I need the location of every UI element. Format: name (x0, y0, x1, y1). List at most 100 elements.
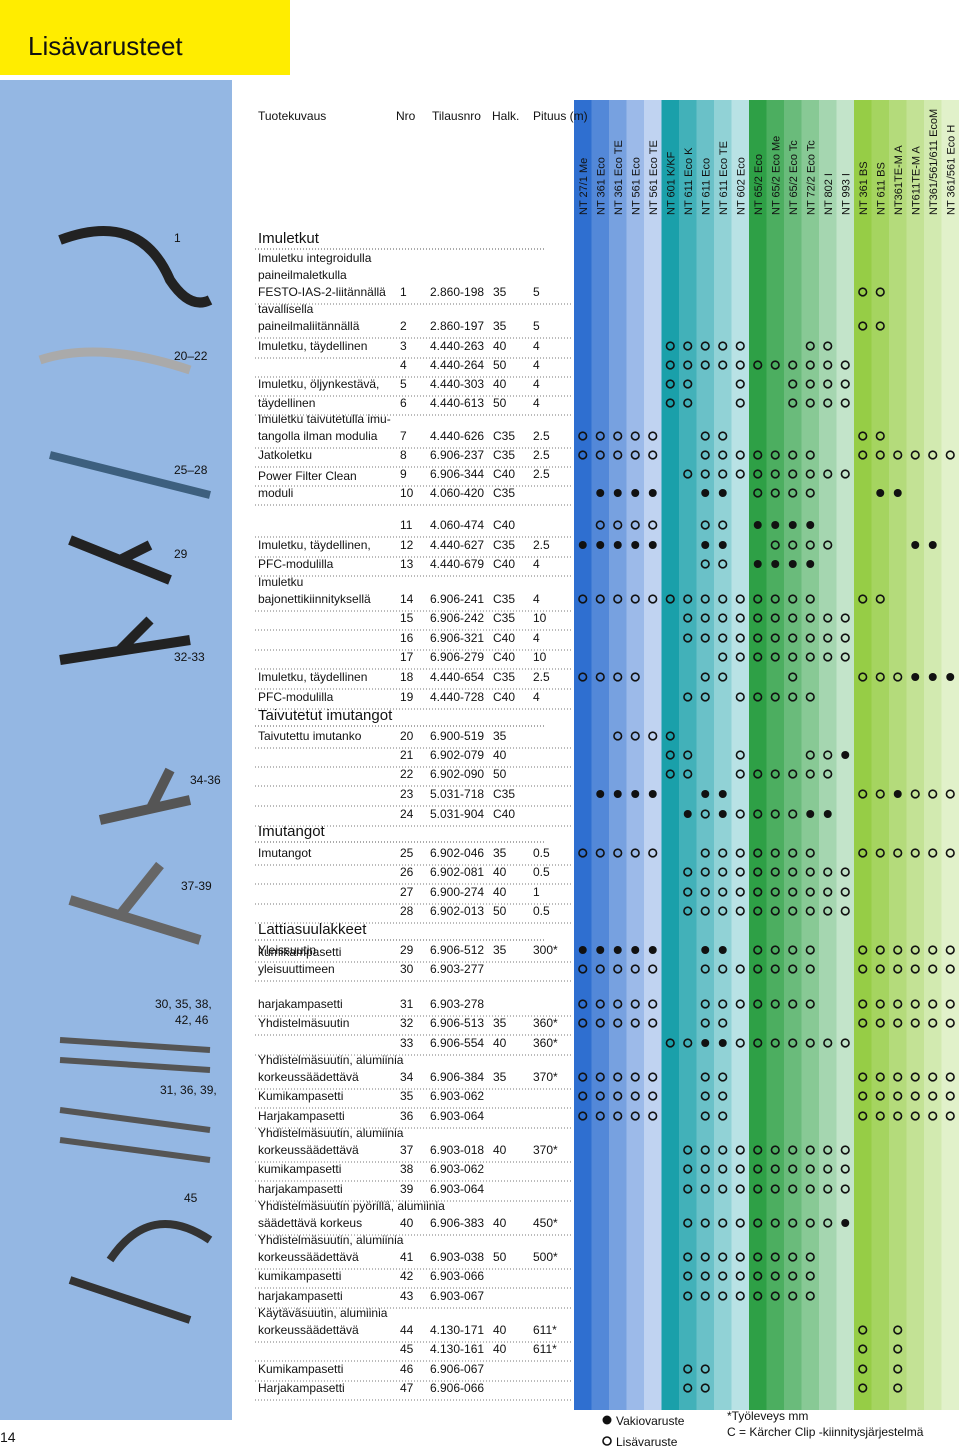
accessory-marker (578, 431, 588, 441)
legend-accessory: Lisävaruste (616, 1435, 678, 1449)
accessory-marker (648, 1072, 658, 1082)
standard-marker (596, 790, 605, 798)
accessory-marker (823, 769, 833, 779)
order-number: 6.902-013 (430, 904, 484, 918)
accessory-marker (788, 488, 798, 498)
diameter: 50 (493, 396, 507, 410)
diameter: 35 (493, 1070, 507, 1084)
accessory-marker (700, 469, 710, 479)
nro: 11 (400, 518, 413, 532)
accessory-marker (648, 964, 658, 974)
length: 370* (533, 1143, 558, 1157)
standard-marker (718, 946, 727, 954)
nro: 30 (400, 962, 414, 976)
diameter: 40 (493, 1323, 507, 1337)
accessory-marker (753, 469, 763, 479)
accessory-marker (770, 360, 780, 370)
model-header: NT 561 Eco (630, 157, 642, 215)
accessory-marker (735, 1252, 745, 1262)
accessory-marker (718, 1091, 728, 1101)
length: 10 (533, 650, 547, 664)
accessory-marker (788, 1145, 798, 1155)
accessory-marker (683, 1364, 693, 1374)
image-label: 42, 46 (175, 1013, 209, 1027)
accessory-marker (945, 848, 955, 858)
model-column (591, 100, 609, 1410)
accessory-marker (875, 450, 885, 460)
standard-marker (841, 751, 850, 759)
accessory-marker (770, 1218, 780, 1228)
description: Kumikampasetti (258, 1362, 343, 1376)
standard-marker (596, 541, 605, 549)
length: 500* (533, 1250, 558, 1264)
accessory-marker (770, 867, 780, 877)
accessory-marker (823, 1164, 833, 1174)
diameter: 40 (493, 1342, 507, 1356)
accessory-marker (718, 887, 728, 897)
accessory-marker (718, 341, 728, 351)
accessory-marker (875, 287, 885, 297)
accessory-marker (753, 809, 763, 819)
standard-marker (928, 541, 937, 549)
standard-marker (911, 673, 920, 681)
standard-marker (613, 790, 622, 798)
standard-marker (648, 489, 657, 497)
accessory-marker (928, 945, 938, 955)
model-column (854, 100, 872, 1410)
accessory-marker (823, 1218, 833, 1228)
accessory-marker (753, 1252, 763, 1262)
accessory-marker (805, 692, 815, 702)
accessory-marker (630, 672, 640, 682)
description: kumikampasetti (258, 1269, 341, 1283)
accessory-marker (735, 692, 745, 702)
nro: 31 (400, 997, 414, 1011)
accessory-marker (578, 1111, 588, 1121)
accessory-marker (770, 1145, 780, 1155)
order-number: 6.902-079 (430, 748, 484, 762)
description: Imuletku, öljynkestävä, (258, 377, 379, 391)
description: harjakampasetti (258, 997, 343, 1011)
accessory-marker (788, 1218, 798, 1228)
nro: 44 (400, 1323, 414, 1337)
accessory-marker (613, 520, 623, 530)
accessory-marker (700, 1364, 710, 1374)
accessory-marker (700, 450, 710, 460)
accessory-marker (700, 809, 710, 819)
accessory-marker (595, 431, 605, 441)
nro: 14 (400, 592, 414, 606)
accessory-marker (805, 450, 815, 460)
accessory-marker (718, 1184, 728, 1194)
diameter: 40 (493, 377, 507, 391)
accessory-marker (945, 964, 955, 974)
accessory-marker (648, 594, 658, 604)
accessory-marker (630, 431, 640, 441)
diameter: C35 (493, 486, 515, 500)
accessory-marker (578, 999, 588, 1009)
accessory-marker (700, 1018, 710, 1028)
order-number: 5.031-718 (430, 787, 484, 801)
accessory-marker (613, 672, 623, 682)
accessory-marker (683, 1184, 693, 1194)
description: Imuletku taivutetulla imu- (258, 412, 391, 426)
order-number: 6.903-038 (430, 1250, 484, 1264)
nro: 8 (400, 448, 407, 462)
nro: 41 (400, 1250, 414, 1264)
nro: 26 (400, 865, 414, 879)
accessory-marker (945, 999, 955, 1009)
accessory-marker (578, 848, 588, 858)
length: 0.5 (533, 865, 550, 879)
accessory-marker (630, 594, 640, 604)
accessory-marker (858, 1364, 868, 1374)
order-number: 6.906-384 (430, 1070, 484, 1084)
accessory-marker (683, 906, 693, 916)
model-column (574, 100, 592, 1410)
standard-marker (648, 946, 657, 954)
accessory-marker (840, 1145, 850, 1155)
length: 0.5 (533, 904, 550, 918)
accessory-marker (753, 1291, 763, 1301)
accessory-marker (613, 999, 623, 1009)
standard-marker (823, 810, 832, 818)
accessory-marker (805, 1164, 815, 1174)
accessory-marker (858, 1072, 868, 1082)
accessory-marker (595, 999, 605, 1009)
